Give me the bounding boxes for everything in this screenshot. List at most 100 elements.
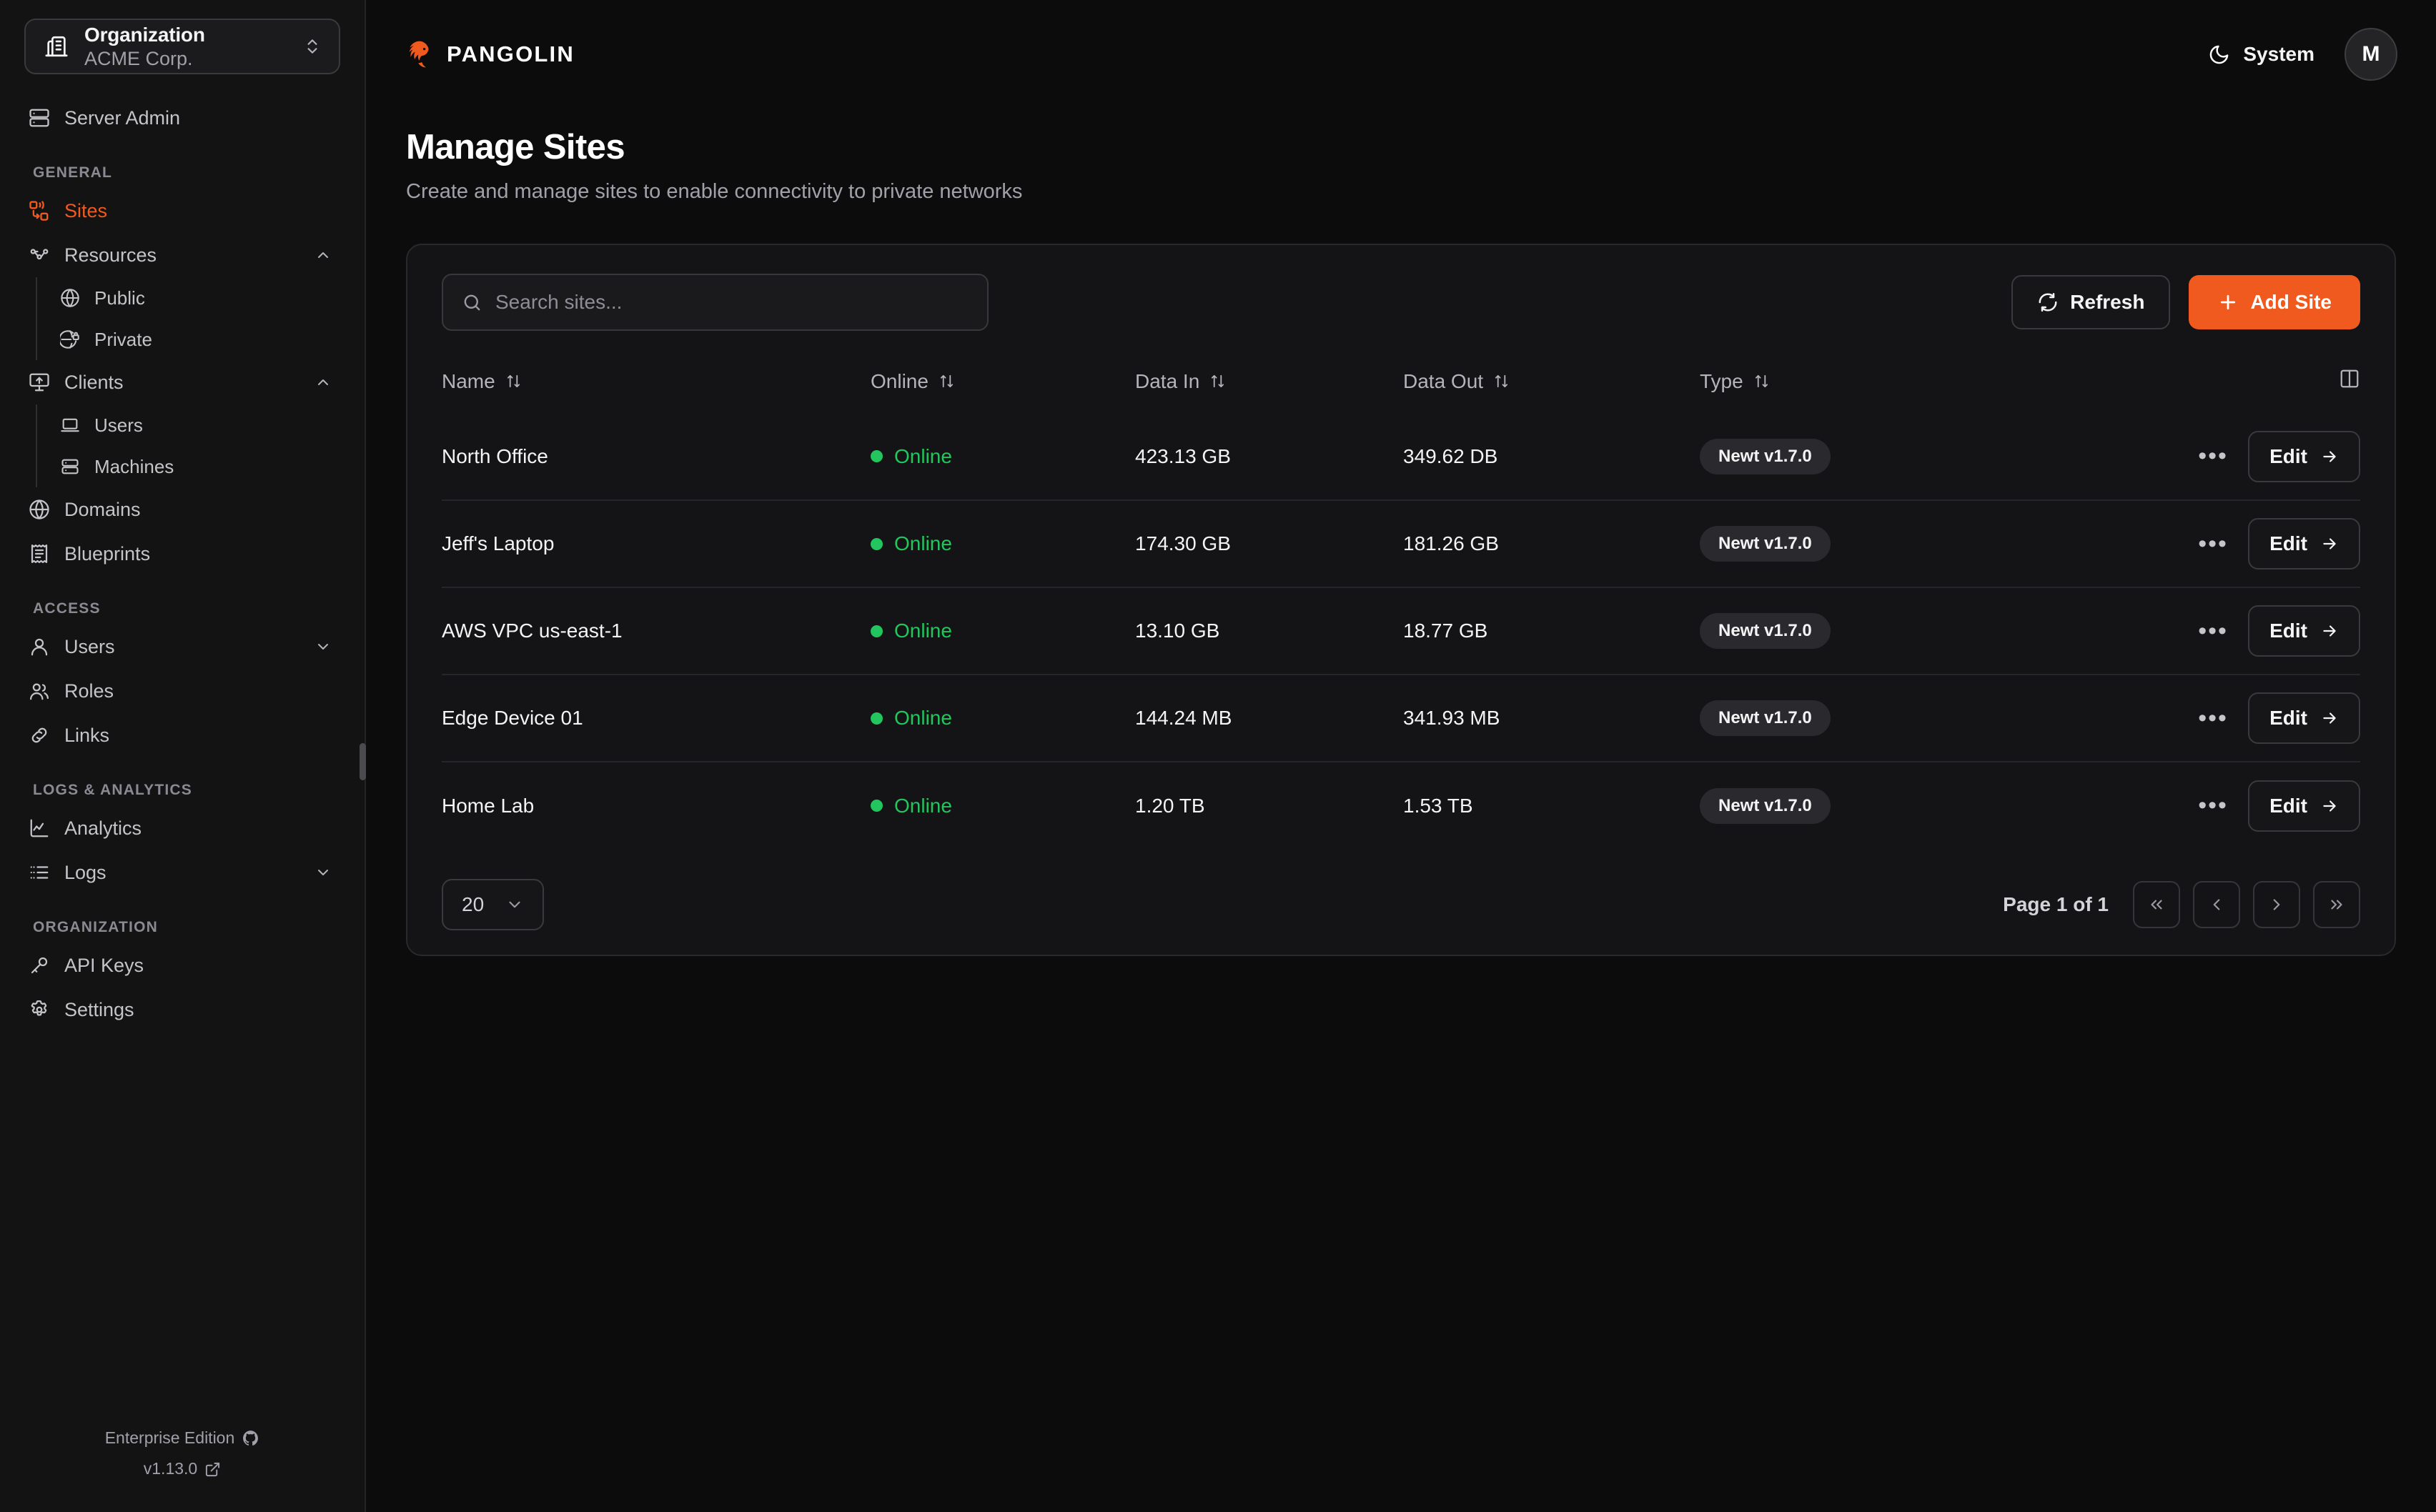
github-icon[interactable]: [242, 1429, 259, 1447]
type-badge: Newt v1.7.0: [1700, 700, 1831, 736]
chevron-down-icon[interactable]: [315, 638, 332, 655]
arrow-right-icon: [2320, 622, 2339, 640]
edit-button[interactable]: Edit: [2248, 430, 2360, 482]
edition-row[interactable]: Enterprise Edition: [0, 1423, 365, 1454]
sidebar: Organization ACME Corp. Server Admin: [0, 0, 366, 1512]
sidebar-item-blueprints[interactable]: Blueprints: [24, 532, 340, 576]
column-header-data-in[interactable]: Data In: [1135, 358, 1403, 413]
cell-name: AWS VPC us-east-1: [442, 620, 623, 642]
sidebar-item-private[interactable]: Private: [56, 319, 340, 360]
chevron-down-icon[interactable]: [315, 864, 332, 881]
sidebar-item-roles[interactable]: Roles: [24, 669, 340, 713]
cell-type: Newt v1.7.0: [1700, 500, 2157, 587]
chevrons-up-down-icon: [303, 37, 322, 56]
brand-name: PANGOLIN: [447, 41, 575, 66]
table-row[interactable]: Jeff's Laptop Online 174.30 GB 181.26 GB…: [442, 500, 2360, 587]
next-page-button[interactable]: [2253, 881, 2300, 928]
edit-button[interactable]: Edit: [2248, 518, 2360, 570]
column-header-name[interactable]: Name: [442, 358, 871, 413]
sidebar-subnav-resources: Public Private: [36, 277, 340, 360]
first-page-button[interactable]: [2133, 881, 2180, 928]
column-header-data-out[interactable]: Data Out: [1403, 358, 1700, 413]
cell-type: Newt v1.7.0: [1700, 413, 2157, 500]
sidebar-item-api-keys[interactable]: API Keys: [24, 943, 340, 988]
sort-icon[interactable]: [505, 373, 522, 389]
sidebar-item-sites[interactable]: Sites: [24, 189, 340, 233]
version-row[interactable]: v1.13.0: [0, 1453, 365, 1485]
sort-icon[interactable]: [1753, 373, 1770, 389]
page-size-select[interactable]: 20: [442, 879, 545, 930]
cell-data-out: 341.93 MB: [1403, 707, 1500, 729]
prev-page-button[interactable]: [2193, 881, 2240, 928]
theme-toggle[interactable]: System: [2208, 43, 2314, 66]
search-input[interactable]: [495, 291, 969, 314]
sidebar-item-links[interactable]: Links: [24, 713, 340, 757]
refresh-icon: [2037, 292, 2059, 313]
table-row[interactable]: AWS VPC us-east-1 Online 13.10 GB 18.77 …: [442, 587, 2360, 675]
column-header-type[interactable]: Type: [1700, 358, 2157, 413]
sidebar-scrollbar-thumb[interactable]: [360, 743, 366, 780]
search-box[interactable]: [442, 274, 989, 331]
column-header-toggle[interactable]: [2157, 358, 2360, 413]
status-dot: [871, 537, 883, 550]
sidebar-item-public[interactable]: Public: [56, 277, 340, 319]
sidebar-item-label: Users: [64, 635, 115, 657]
panel-columns-icon[interactable]: [2339, 368, 2360, 389]
table-row[interactable]: Edge Device 01 Online 144.24 MB 341.93 M…: [442, 675, 2360, 762]
avatar[interactable]: M: [2345, 28, 2397, 81]
sidebar-item-analytics[interactable]: Analytics: [24, 806, 340, 850]
row-menu-button[interactable]: •••: [2198, 704, 2228, 732]
external-link-icon[interactable]: [204, 1461, 221, 1478]
row-menu-button[interactable]: •••: [2198, 529, 2228, 557]
sort-icon[interactable]: [1209, 373, 1226, 389]
gear-icon: [29, 999, 50, 1020]
edit-label: Edit: [2269, 794, 2307, 817]
cell-actions: ••• Edit: [2157, 413, 2360, 500]
edit-button[interactable]: Edit: [2248, 692, 2360, 744]
sidebar-item-domains[interactable]: Domains: [24, 487, 340, 532]
cell-online: Online: [871, 587, 1135, 675]
sort-icon[interactable]: [1493, 373, 1510, 389]
status-label: Online: [894, 532, 952, 555]
sidebar-item-clients[interactable]: Clients: [24, 360, 340, 404]
sidebar-item-settings[interactable]: Settings: [24, 988, 340, 1032]
cell-actions: ••• Edit: [2157, 587, 2360, 675]
sidebar-item-users[interactable]: Users: [24, 625, 340, 669]
globe-lock-icon: [60, 329, 80, 349]
organization-switcher[interactable]: Organization ACME Corp.: [24, 19, 340, 74]
sidebar-item-label: Roles: [64, 680, 114, 702]
sidebar-item-machines[interactable]: Machines: [56, 446, 340, 487]
sidebar-item-label: Links: [64, 724, 110, 746]
refresh-button[interactable]: Refresh: [2011, 275, 2171, 329]
edit-button[interactable]: Edit: [2248, 605, 2360, 657]
cell-online: Online: [871, 675, 1135, 762]
status-label: Online: [894, 444, 952, 467]
row-menu-button[interactable]: •••: [2198, 617, 2228, 645]
chevron-up-icon[interactable]: [315, 374, 332, 391]
table-footer: 20 Page 1 of 1: [442, 879, 2360, 930]
edit-button[interactable]: Edit: [2248, 780, 2360, 832]
sort-icon[interactable]: [939, 373, 955, 389]
add-site-button[interactable]: Add Site: [2189, 275, 2360, 329]
brand[interactable]: PANGOLIN: [405, 39, 575, 69]
edit-label: Edit: [2269, 532, 2307, 554]
last-page-button[interactable]: [2313, 881, 2360, 928]
table-row[interactable]: Home Lab Online 1.20 TB 1.53 TB Newt v1.…: [442, 762, 2360, 849]
moon-icon: [2208, 44, 2230, 66]
laptop-icon: [60, 415, 80, 435]
sidebar-item-users-clients[interactable]: Users: [56, 404, 340, 446]
column-header-online[interactable]: Online: [871, 358, 1135, 413]
chevron-up-icon[interactable]: [315, 247, 332, 264]
server-icon: [60, 457, 80, 477]
row-menu-button[interactable]: •••: [2198, 792, 2228, 819]
cell-name: Jeff's Laptop: [442, 532, 555, 554]
users-icon: [29, 680, 50, 702]
row-menu-button[interactable]: •••: [2198, 442, 2228, 469]
server-icon: [29, 107, 50, 129]
table-row[interactable]: North Office Online 423.13 GB 349.62 DB …: [442, 413, 2360, 500]
cell-type: Newt v1.7.0: [1700, 587, 2157, 675]
cell-data-in: 174.30 GB: [1135, 532, 1231, 554]
sidebar-item-server-admin[interactable]: Server Admin: [24, 96, 340, 140]
sidebar-item-logs[interactable]: Logs: [24, 850, 340, 895]
sidebar-item-resources[interactable]: Resources: [24, 233, 340, 277]
